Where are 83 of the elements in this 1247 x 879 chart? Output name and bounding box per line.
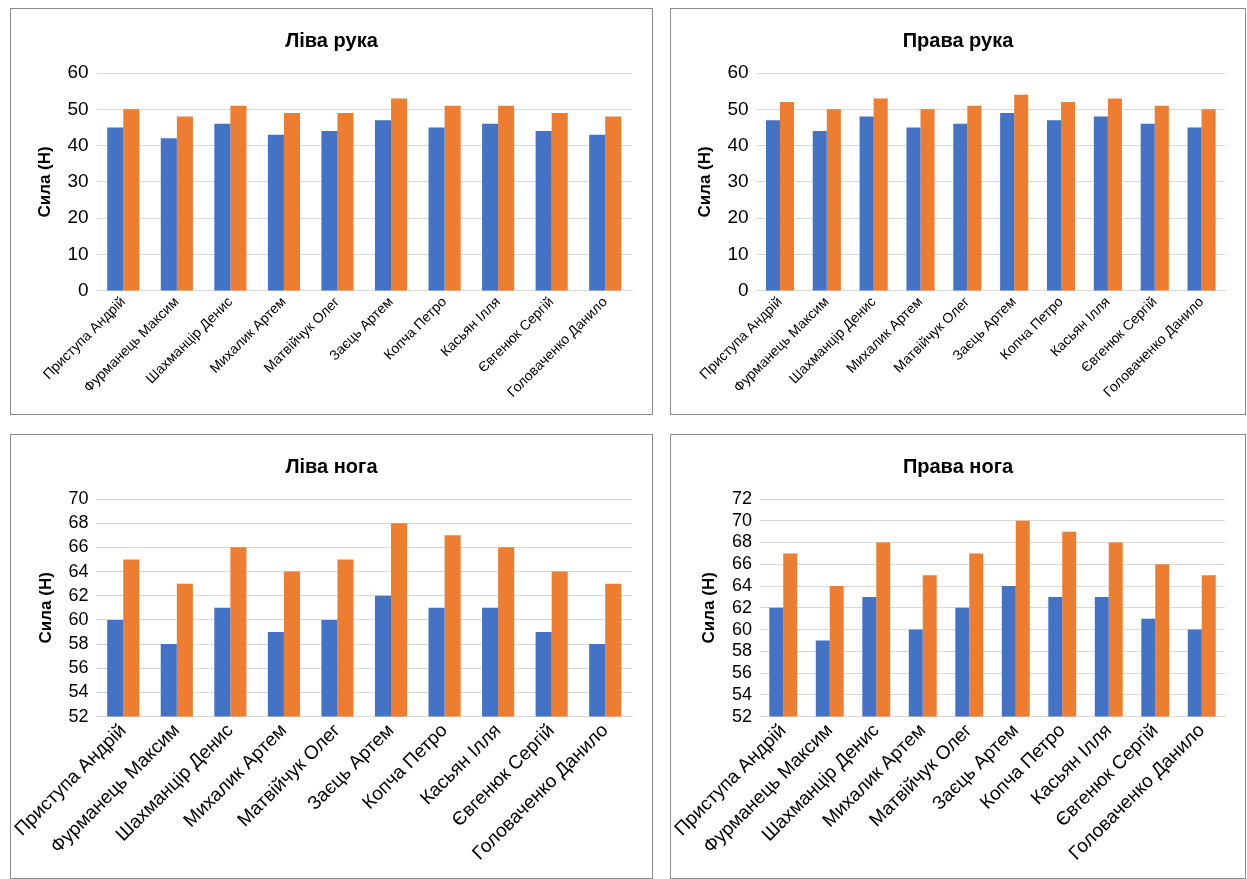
bar [953,123,968,291]
y-tick-label: 52 [731,705,752,726]
y-tick-label: 54 [731,683,752,704]
y-tick-label: 68 [731,531,752,552]
bar [589,134,606,291]
bar [1014,94,1029,291]
y-tick-label: 60 [731,618,752,639]
y-tick-label: 68 [68,512,89,533]
bar [1140,123,1155,291]
y-axis-title: Сила (Н) [35,572,55,644]
bar [1061,102,1076,291]
bar [1046,120,1062,291]
bar [267,134,284,291]
bar [1154,105,1169,291]
y-tick-label: 64 [68,560,89,581]
y-tick-label: 40 [67,133,89,155]
y-axis-title: Сила (Н) [694,146,714,218]
y-tick-label: 66 [731,553,752,574]
bar [230,105,247,291]
y-tick-label: 50 [67,97,89,119]
chart-title: Ліва рука [285,28,379,51]
bar [214,123,231,291]
bar [1201,109,1216,291]
y-tick-label: 52 [68,705,89,726]
bar [551,112,568,291]
y-tick-label: 66 [68,536,89,557]
bar [812,131,827,291]
bar [107,127,124,291]
bar [444,105,461,291]
bar [826,109,841,291]
bar [337,112,354,291]
y-tick-label: 30 [67,170,89,192]
bar [321,131,338,291]
y-tick-label: 60 [727,61,749,83]
y-tick-label: 56 [68,657,89,678]
bar [391,98,408,291]
y-tick-label: 62 [731,596,752,617]
chart-title: Ліва нога [285,454,379,477]
bar [482,123,499,291]
y-tick-label: 64 [731,575,752,596]
bar [859,116,874,291]
bar [873,98,888,291]
chart-title: Права нога [902,454,1014,477]
y-tick-label: 20 [67,206,89,228]
bar [498,105,515,291]
y-axis-title: Сила (Н) [34,146,54,218]
bar [428,127,445,291]
bar [1107,98,1122,291]
y-tick-label: 58 [68,633,89,654]
chart-title: Права рука [902,28,1015,51]
bar [967,105,982,291]
y-tick-label: 20 [727,206,749,228]
bar [1093,116,1108,291]
y-tick-label: 10 [67,242,89,264]
y-tick-label: 70 [731,509,752,530]
bar [906,127,921,291]
y-tick-label: 70 [68,487,89,508]
bar [779,102,795,291]
bar [535,131,552,291]
y-tick-label: 54 [68,681,89,702]
bar [1187,127,1202,291]
y-tick-label: 50 [727,97,749,119]
y-tick-label: 0 [737,279,749,301]
bar [765,120,780,291]
bar [1000,112,1015,291]
bar [176,116,193,291]
y-tick-label: 60 [68,608,89,629]
bar [283,112,301,291]
y-tick-label: 60 [67,61,89,83]
y-tick-label: 62 [68,584,89,605]
bar [123,109,140,291]
y-tick-label: 58 [731,640,752,661]
bar [605,116,622,291]
y-tick-label: 72 [731,487,752,508]
y-tick-label: 30 [727,170,749,192]
y-tick-label: 40 [727,133,749,155]
y-tick-label: 10 [727,242,749,264]
bar [374,120,392,291]
y-tick-label: 56 [731,662,752,683]
y-axis-title: Сила (Н) [699,572,719,644]
y-tick-label: 0 [77,279,89,301]
bar [920,109,935,291]
bar [160,138,177,291]
